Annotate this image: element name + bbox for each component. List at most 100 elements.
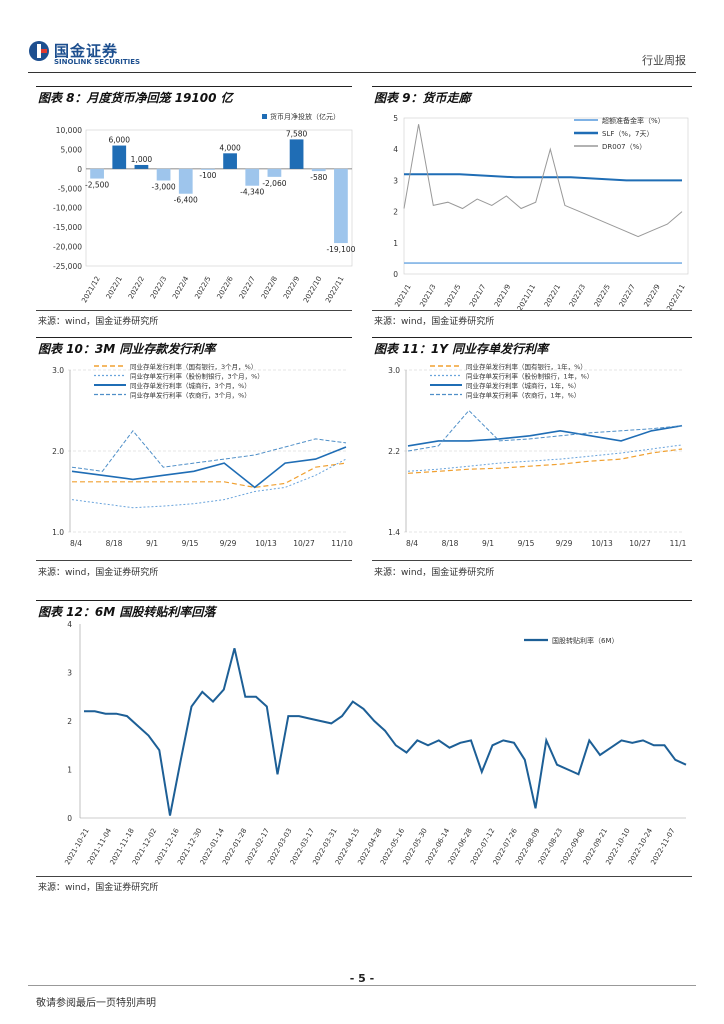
fig11-title: 图表 11：1Y 同业存单发行利率	[374, 342, 549, 356]
fig9-xtick-label: 2021/3	[418, 283, 437, 308]
fig11-xtick-label: 8/4	[406, 539, 418, 548]
fig10-legend-label: 同业存单发行利率（股份制银行，3个月，%）	[130, 372, 264, 381]
fig12-source: 来源：wind，国金证券研究所	[38, 883, 159, 893]
fig8-bar	[289, 139, 304, 169]
fig11-ytick-label: 3.0	[388, 366, 400, 375]
fig9-ytick-label: 2	[393, 208, 398, 217]
fig11-series-line	[407, 409, 683, 452]
fig9-ytick-label: 3	[393, 176, 398, 185]
fig8-data-label: -3,000	[151, 183, 175, 192]
fig11-legend-label: 同业存单发行利率（农商行，1年，%）	[466, 391, 580, 400]
fig9-plot-frame	[403, 117, 689, 275]
fig10-xtick-label: 8/18	[106, 539, 123, 548]
fig9-series-line	[403, 124, 683, 238]
fig9-xtick-label: 2022/5	[593, 283, 612, 308]
fig10-legend-label: 同业存单发行利率（农商行，3个月，%）	[130, 391, 251, 400]
fig8-data-label: 1,000	[131, 155, 153, 164]
fig11-top-rule	[372, 337, 692, 338]
company-name-cn: 国金证券	[54, 42, 119, 60]
fig8-data-label: -2,060	[262, 179, 286, 188]
fig8-data-label: -19,100	[326, 245, 355, 254]
fig9-xtick-label: 2021/7	[468, 283, 487, 308]
fig10-xtick-label: 8/4	[70, 539, 82, 548]
fig9-top-rule	[372, 86, 692, 87]
fig8-ytick-label: -20,000	[53, 243, 82, 252]
fig9-legend-label: 超额准备金率（%）	[602, 116, 665, 125]
fig9-ytick-label: 4	[393, 145, 398, 154]
footer-disclaimer: 敬请参阅最后一页特别声明	[36, 998, 156, 1009]
fig10-xtick-label: 9/15	[182, 539, 199, 548]
fig8-title: 图表 8：月度货币净回笼 19100 亿	[38, 91, 233, 105]
fig8-chart: 10,000 5,000 0 -5,000 -10,000 -15,000 -20,000 -…	[53, 112, 356, 304]
fig8-bottom-rule	[36, 310, 352, 311]
fig9-bottom-rule	[372, 310, 692, 311]
fig9-xtick-label: 2022/1	[543, 283, 562, 308]
fig11-bottom-rule	[372, 560, 692, 561]
fig10-legend-label: 同业存单发行利率（城商行，3个月，%）	[130, 381, 251, 390]
fig8-top-rule	[36, 86, 352, 87]
fig8-bar	[112, 145, 127, 169]
fig11-chart: 3.0 2.2 1.4 8/4 8/18 9/1 9/15 9/29 10/13 10/27 11/…	[388, 362, 687, 548]
fig11-source: 来源：wind，国金证券研究所	[374, 568, 495, 578]
fig8-xtick-label: 2022/2	[127, 275, 146, 300]
fig9-ytick-label: 1	[393, 239, 398, 248]
fig8-xtick-label: 2022/6	[216, 275, 236, 301]
fig12-ytick-label: 3	[67, 669, 72, 678]
fig9-xtick-label: 2021/1	[393, 283, 412, 308]
fig12-legend-label: 国股转贴利率（6M）	[552, 636, 619, 645]
fig8-data-label: -2,500	[85, 181, 109, 190]
fig10-xtick-label: 9/1	[146, 539, 158, 548]
fig10-series-line	[71, 429, 347, 472]
fig8-legend-label: 货币月净投放（亿元）	[270, 112, 340, 121]
fig8-xtick-label: 2021/12	[80, 275, 101, 304]
fig9-source: 来源：wind，国金证券研究所	[374, 317, 495, 327]
company-name-en: SINOLINK SECURITIES	[54, 58, 141, 66]
company-logo-icon	[29, 41, 49, 61]
fig8-bar	[245, 168, 260, 186]
fig8-xtick-label: 2022/10	[302, 275, 323, 304]
fig9-xtick-label: 2021/11	[516, 283, 537, 310]
report-type: 行业周报	[642, 54, 686, 67]
footer-divider	[28, 985, 696, 986]
fig8-plot-frame	[85, 129, 353, 267]
fig8-bar	[311, 168, 326, 172]
fig8-ytick-label: 10,000	[56, 126, 82, 135]
fig8-bar	[156, 168, 171, 181]
fig9-xtick-label: 2022/9	[643, 283, 662, 308]
fig12-series-line	[84, 648, 687, 816]
fig10-xtick-label: 10/13	[255, 539, 277, 548]
fig8-xtick-label: 2022/4	[171, 275, 191, 301]
fig8-xtick-label: 2022/1	[105, 275, 124, 300]
fig9-title: 图表 9：货币走廊	[374, 91, 471, 105]
fig9-xtick-label: 2022/3	[568, 283, 587, 308]
fig10-ytick-label: 3.0	[52, 366, 64, 375]
fig12-chart: 432102021-10-212021-11-042021-11-182021-…	[63, 620, 687, 866]
fig9-legend-label: SLF（%，7天）	[602, 130, 653, 138]
fig11-series-line	[407, 444, 683, 472]
page-header: 国金证券 SINOLINK SECURITIES 行业周报	[0, 0, 724, 75]
fig11-legend-label: 同业存单发行利率（国有银行，1年，%）	[466, 362, 587, 371]
fig10-ytick-label: 2.0	[52, 447, 64, 456]
fig8-bar	[134, 164, 149, 169]
fig12-bottom-rule	[36, 876, 692, 877]
fig12-title: 图表 12：6M 国股转贴利率回落	[38, 605, 216, 619]
fig8-xtick-label: 2022/11	[324, 275, 345, 304]
fig12-ytick-label: 0	[67, 814, 72, 823]
fig10-xtick-label: 9/29	[220, 539, 237, 548]
fig11-xtick-label: 10/13	[591, 539, 613, 548]
fig8-data-label: 4,000	[219, 143, 241, 152]
fig8-ytick-label: 0	[77, 165, 82, 174]
fig10-legend-label: 同业存单发行利率（国有银行，3个月，%）	[130, 362, 257, 371]
fig10-xtick-label: 10/27	[293, 539, 315, 548]
fig9-xtick-label: 2021/5	[443, 283, 462, 308]
fig8-data-label: 7,580	[286, 129, 308, 138]
fig8-source: 来源：wind，国金证券研究所	[38, 317, 159, 327]
fig8-xtick-label: 2022/9	[282, 275, 301, 300]
fig12-top-rule	[36, 600, 692, 601]
fig8-bar	[267, 168, 282, 177]
fig9-ytick-label: 5	[393, 114, 398, 123]
fig12-ytick-label: 4	[67, 620, 72, 629]
fig8-bar	[223, 153, 237, 169]
fig10-bottom-rule	[36, 560, 352, 561]
